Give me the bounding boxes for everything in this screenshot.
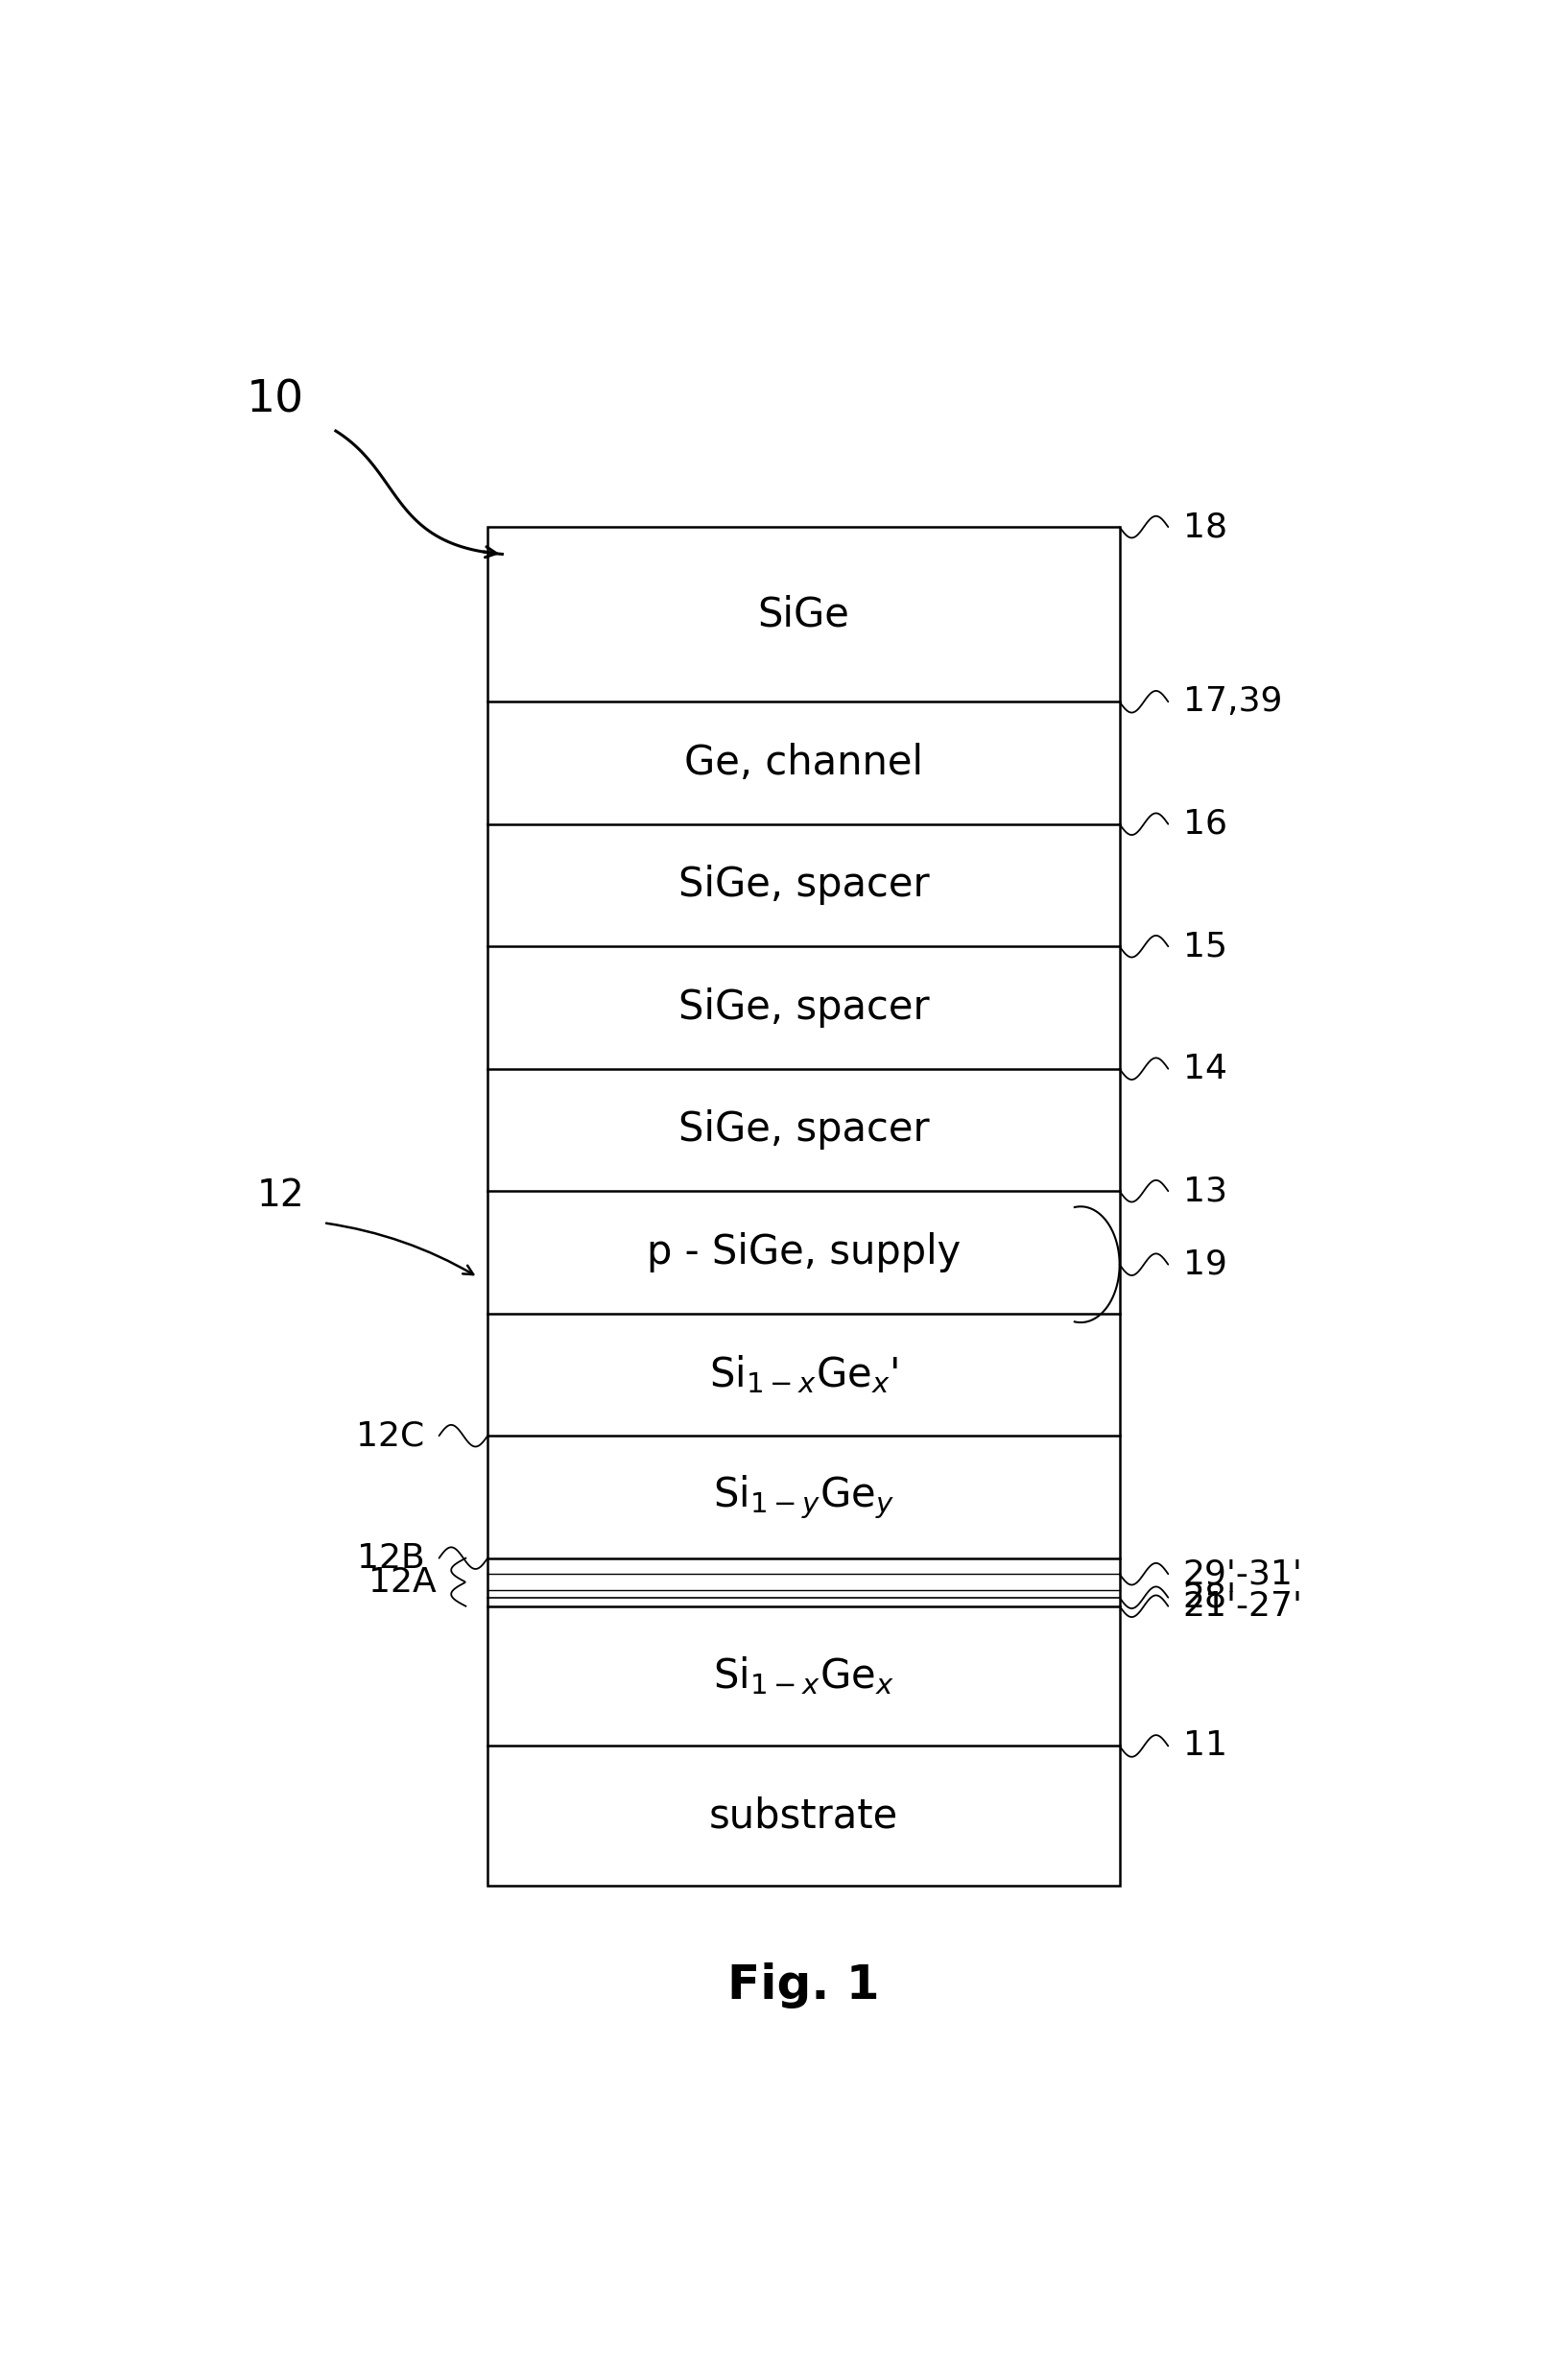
Text: 14: 14 <box>1182 1052 1226 1085</box>
Text: p - SiGe, supply: p - SiGe, supply <box>646 1233 961 1273</box>
Text: 10: 10 <box>246 379 304 421</box>
Text: SiGe, spacer: SiGe, spacer <box>677 866 930 906</box>
Text: Si$_{1-x}$Ge$_{x}$': Si$_{1-x}$Ge$_{x}$' <box>709 1353 898 1395</box>
Text: SiGe, spacer: SiGe, spacer <box>677 1111 930 1151</box>
Text: 12: 12 <box>257 1176 304 1214</box>
Text: Si$_{1-x}$Ge$_{x}$: Si$_{1-x}$Ge$_{x}$ <box>713 1654 894 1697</box>
Text: SiGe: SiGe <box>757 595 850 635</box>
Text: 21'-27': 21'-27' <box>1182 1591 1303 1624</box>
Text: 11: 11 <box>1182 1729 1226 1762</box>
Text: 18: 18 <box>1182 511 1228 544</box>
Text: 12A: 12A <box>368 1565 436 1598</box>
Text: 13: 13 <box>1182 1174 1226 1207</box>
Text: 29'-31': 29'-31' <box>1182 1558 1303 1591</box>
Text: Ge, channel: Ge, channel <box>684 744 924 784</box>
Text: SiGe, spacer: SiGe, spacer <box>677 988 930 1028</box>
Text: 28': 28' <box>1182 1581 1237 1614</box>
Text: 16: 16 <box>1182 807 1226 840</box>
Text: Fig. 1: Fig. 1 <box>728 1962 880 2009</box>
Bar <box>488 527 1120 1885</box>
Text: Si$_{1-y}$Ge$_{y}$: Si$_{1-y}$Ge$_{y}$ <box>713 1473 894 1520</box>
Text: 19: 19 <box>1182 1247 1226 1280</box>
Text: substrate: substrate <box>709 1795 898 1835</box>
Text: 12C: 12C <box>356 1419 425 1452</box>
Text: 15: 15 <box>1182 929 1226 962</box>
Text: 12B: 12B <box>356 1541 425 1574</box>
Text: 17,39: 17,39 <box>1182 685 1283 718</box>
